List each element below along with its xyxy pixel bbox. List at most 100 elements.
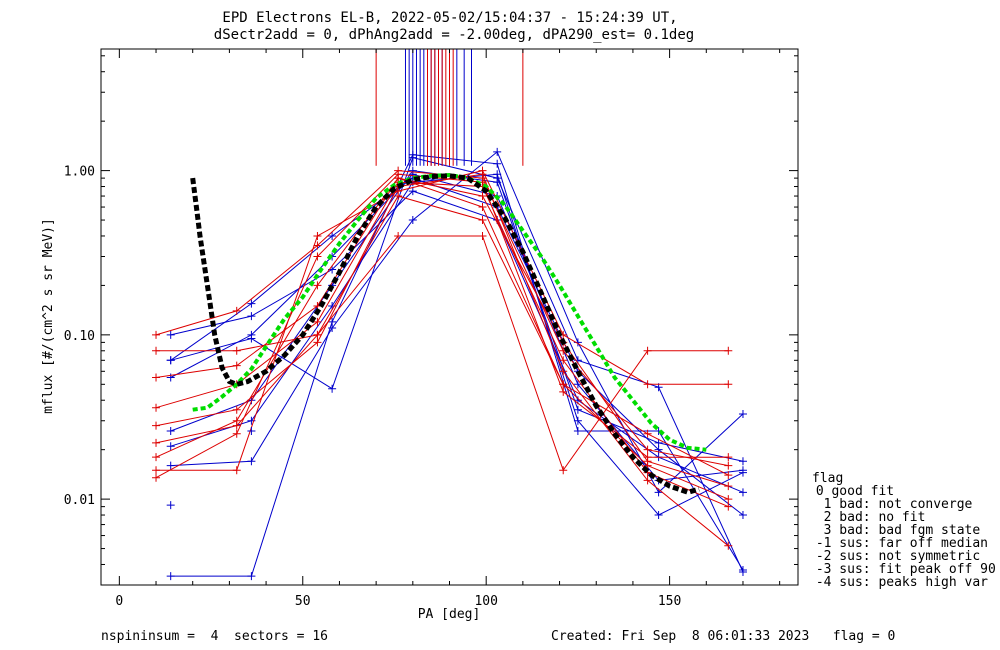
data-point-marker bbox=[247, 299, 256, 308]
x-tick-label: 0 bbox=[115, 594, 123, 609]
data-point-marker bbox=[328, 231, 337, 240]
data-point-marker bbox=[152, 466, 161, 475]
x-tick-label: 50 bbox=[295, 594, 311, 609]
green-fit-curve bbox=[192, 172, 707, 452]
legend-entry: -2 sus: not symmetric bbox=[808, 549, 980, 564]
black-fit-curve bbox=[190, 173, 700, 495]
data-point-marker bbox=[654, 438, 663, 447]
data-point-marker bbox=[313, 252, 322, 261]
legend-entry: -3 sus: fit peak off 90 bbox=[808, 562, 996, 577]
data-point-marker bbox=[313, 330, 322, 339]
data-point-marker bbox=[724, 346, 733, 355]
fit-curves-layer bbox=[190, 172, 707, 495]
data-point-marker bbox=[738, 468, 747, 477]
data-point-marker bbox=[166, 501, 175, 510]
data-point-marker bbox=[313, 317, 322, 326]
y-axis-label: mflux [#/(cm^2 s sr MeV)] bbox=[41, 218, 56, 414]
y-tick-label: 0.01 bbox=[64, 493, 95, 508]
data-point-marker bbox=[643, 453, 652, 462]
data-point-marker bbox=[313, 241, 322, 250]
data-point-marker bbox=[232, 346, 241, 355]
red-series-line bbox=[155, 177, 729, 487]
data-point-marker bbox=[152, 346, 161, 355]
data-point-marker bbox=[738, 488, 747, 497]
data-point-marker bbox=[313, 231, 322, 240]
data-point-marker bbox=[573, 426, 582, 435]
legend-entry: 1 bad: not converge bbox=[808, 497, 973, 512]
data-point-marker bbox=[478, 192, 487, 201]
peak-markers-layer bbox=[375, 49, 524, 166]
data-point-marker bbox=[478, 231, 487, 240]
data-point-marker bbox=[394, 192, 403, 201]
data-point-marker bbox=[643, 429, 652, 438]
data-point-marker bbox=[738, 566, 747, 575]
data-point-marker bbox=[478, 203, 487, 212]
data-point-marker bbox=[328, 384, 337, 393]
data-point-marker bbox=[152, 330, 161, 339]
data-point-marker bbox=[478, 170, 487, 179]
legend-entry: 2 bad: no fit bbox=[808, 510, 925, 525]
data-point-marker bbox=[152, 373, 161, 382]
data-point-marker bbox=[724, 495, 733, 504]
data-point-marker bbox=[232, 361, 241, 370]
data-point-marker bbox=[478, 216, 487, 225]
data-point-marker bbox=[559, 367, 568, 376]
red-series-line bbox=[156, 170, 729, 471]
data-point-marker bbox=[493, 159, 502, 168]
chart-title: EPD Electrons EL-B, 2022-05-02/15:04:37 … bbox=[222, 10, 677, 26]
data-point-marker bbox=[166, 572, 175, 581]
blue-series-line bbox=[170, 190, 744, 493]
data-point-marker bbox=[573, 405, 582, 414]
data-point-marker bbox=[643, 445, 652, 454]
y-tick-label: 0.10 bbox=[64, 329, 95, 344]
data-point-marker bbox=[166, 442, 175, 451]
data-point-marker bbox=[559, 356, 568, 365]
data-point-marker bbox=[394, 170, 403, 179]
red-series-line bbox=[155, 173, 729, 479]
data-point-marker bbox=[724, 541, 733, 550]
data-point-marker bbox=[152, 453, 161, 462]
data-point-marker bbox=[166, 426, 175, 435]
blue-series-line bbox=[170, 173, 744, 481]
curves-layer bbox=[152, 147, 747, 581]
red-series-line bbox=[155, 177, 729, 476]
data-point-marker bbox=[724, 482, 733, 491]
data-point-marker bbox=[654, 511, 663, 520]
data-point-marker bbox=[232, 416, 241, 425]
data-point-marker bbox=[152, 421, 161, 430]
data-point-marker bbox=[493, 147, 502, 156]
data-point-marker bbox=[408, 187, 417, 196]
axes-layer: 0 50 100 150 0.01 0.10 1.00 bbox=[64, 49, 798, 609]
data-point-marker bbox=[643, 380, 652, 389]
data-point-marker bbox=[724, 471, 733, 480]
data-point-marker bbox=[247, 426, 256, 435]
data-point-marker bbox=[559, 387, 568, 396]
red-series-line bbox=[155, 173, 729, 547]
data-point-marker bbox=[738, 409, 747, 418]
red-series-line bbox=[155, 195, 729, 500]
data-point-marker bbox=[232, 466, 241, 475]
data-point-marker bbox=[247, 457, 256, 466]
data-point-marker bbox=[247, 312, 256, 321]
data-point-marker bbox=[247, 330, 256, 339]
data-point-marker bbox=[152, 403, 161, 412]
blue-series-line bbox=[170, 177, 744, 516]
data-point-marker bbox=[724, 380, 733, 389]
data-point-marker bbox=[232, 306, 241, 315]
chart-subtitle: dSectr2add = 0, dPhAng2add = -2.00deg, d… bbox=[214, 27, 694, 43]
x-tick-label: 100 bbox=[474, 594, 497, 609]
legend-entry: -1 sus: far off median bbox=[808, 536, 988, 551]
data-point-marker bbox=[152, 438, 161, 447]
legend-entry: -4 sus: peaks high var bbox=[808, 575, 988, 590]
blue-series-line bbox=[170, 154, 744, 577]
data-point-marker bbox=[573, 416, 582, 425]
data-point-marker bbox=[232, 405, 241, 414]
data-point-marker bbox=[724, 502, 733, 511]
data-point-marker bbox=[313, 281, 322, 290]
data-point-marker bbox=[738, 511, 747, 520]
footer-right: Created: Fri Sep 8 06:01:33 2023 flag = … bbox=[551, 629, 895, 644]
blue-series-line bbox=[170, 151, 744, 494]
data-point-marker bbox=[493, 170, 502, 179]
x-axis-label: PA [deg] bbox=[418, 607, 481, 622]
data-point-marker bbox=[408, 216, 417, 225]
